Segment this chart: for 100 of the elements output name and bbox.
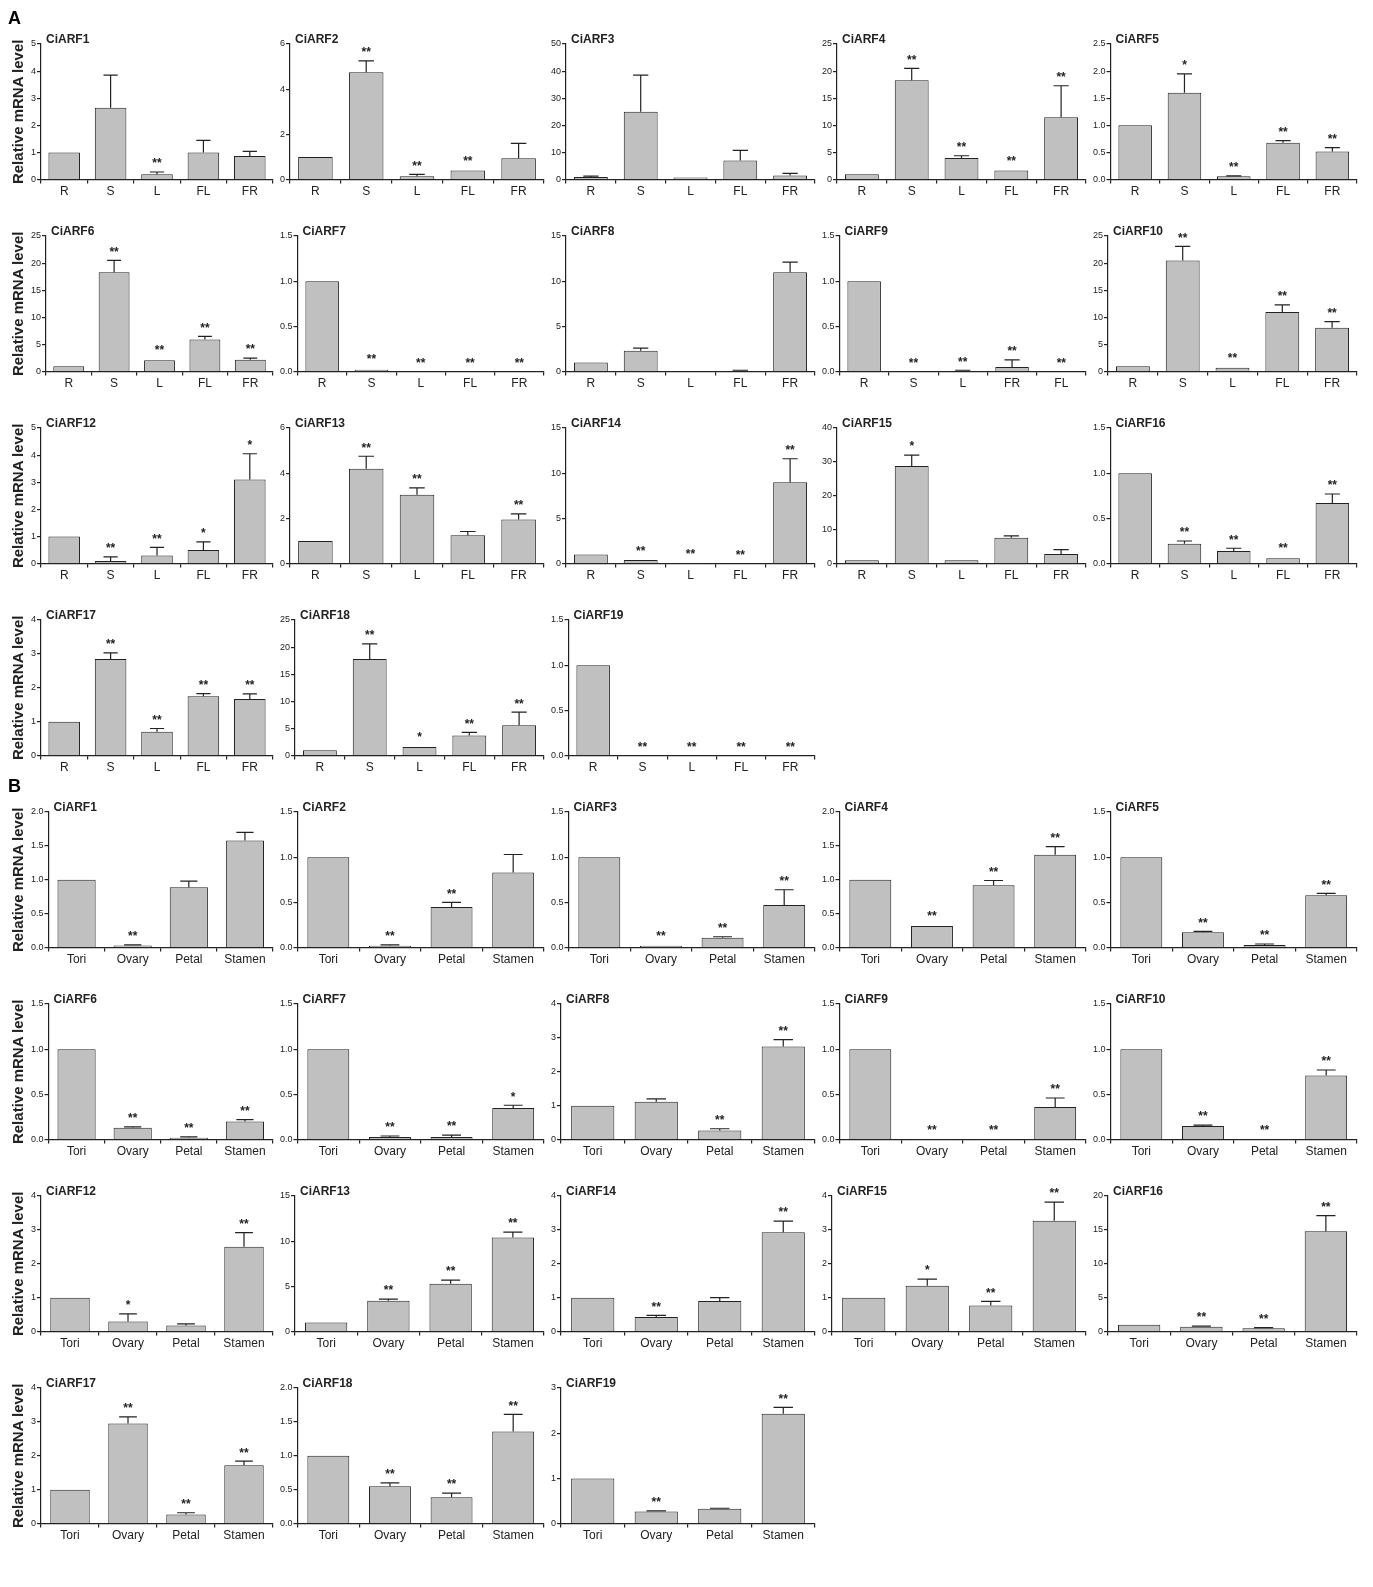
- x-tick-label: FL: [1276, 184, 1291, 199]
- x-tick-label: FR: [782, 184, 799, 199]
- annotation: **: [958, 354, 968, 369]
- annotation: **: [1198, 915, 1208, 930]
- y-tick-label: 0: [827, 558, 833, 569]
- annotation: *: [201, 526, 207, 541]
- annotation: **: [508, 1398, 519, 1413]
- x-tick-label: FR: [241, 760, 259, 775]
- x-tick-label: Petal: [1249, 1336, 1278, 1351]
- annotation: **: [154, 343, 165, 358]
- y-axis-title: Relative mRNA level: [9, 1191, 27, 1337]
- y-tick-label: 5: [1098, 338, 1104, 349]
- y-tick-label: 15: [280, 1190, 291, 1201]
- y-tick-label: 4: [30, 1190, 37, 1201]
- x-tick-label: FR: [782, 376, 799, 391]
- y-tick-label: 0.0: [280, 942, 293, 953]
- y-tick-label: 0.0: [1093, 558, 1106, 569]
- y-tick-label: 15: [31, 284, 42, 295]
- chart-title: CiARF13: [300, 1184, 351, 1199]
- annotation: **: [637, 739, 648, 754]
- x-tick-label: FL: [733, 184, 748, 199]
- y-tick-label: 1.5: [1093, 92, 1106, 103]
- x-tick-label: S: [907, 184, 916, 199]
- annotation: **: [514, 355, 525, 370]
- annotation: **: [1259, 1123, 1270, 1138]
- y-tick-label: 0: [550, 1134, 557, 1145]
- x-tick-label: Tori: [66, 1144, 87, 1159]
- x-tick-label: FR: [1053, 568, 1070, 583]
- x-tick-label: R: [586, 184, 596, 199]
- annotation: **: [200, 320, 210, 335]
- x-tick-label: FL: [1275, 376, 1290, 391]
- y-tick-label: 6: [279, 422, 286, 433]
- x-tick-label: Ovary: [640, 1336, 673, 1351]
- y-tick-label: 1.0: [1093, 1043, 1106, 1054]
- x-tick-label: R: [1128, 376, 1138, 391]
- y-tick-label: 4: [550, 998, 557, 1009]
- x-tick-label: R: [315, 760, 325, 775]
- y-tick-label: 0.0: [551, 750, 564, 761]
- y-tick-label: 1: [30, 1292, 37, 1303]
- annotation: **: [651, 1299, 662, 1314]
- y-tick-label: 1.0: [822, 275, 835, 286]
- x-tick-label: Ovary: [373, 952, 406, 967]
- annotation: **: [778, 1391, 789, 1406]
- y-tick-label: 5: [285, 1280, 291, 1291]
- x-tick-label: L: [687, 184, 695, 199]
- y-tick-label: 3: [30, 476, 37, 487]
- annotation: **: [152, 712, 162, 727]
- annotation: **: [1327, 478, 1338, 493]
- y-tick-label: 5: [556, 512, 562, 523]
- y-tick-label: 0.5: [551, 704, 564, 715]
- x-tick-label: FR: [510, 184, 527, 199]
- y-tick-label: 0.5: [280, 1484, 293, 1495]
- chart-title: CiARF2: [302, 800, 347, 815]
- x-tick-label: Tori: [1129, 1336, 1149, 1351]
- x-tick-label: Ovary: [1185, 1336, 1218, 1351]
- annotation: **: [412, 472, 422, 487]
- x-tick-label: Tori: [60, 1336, 80, 1351]
- y-tick-label: 2: [30, 1450, 37, 1461]
- annotation: **: [1259, 928, 1270, 943]
- x-tick-label: Tori: [583, 1528, 603, 1543]
- x-tick-label: Ovary: [640, 1528, 673, 1543]
- x-tick-label: Tori: [860, 1144, 880, 1159]
- y-tick-label: 1.0: [280, 1450, 293, 1461]
- text: B: [8, 776, 21, 796]
- annotation: **: [956, 140, 967, 155]
- chart-title: CiARF4: [844, 800, 889, 815]
- x-tick-label: Petal: [175, 952, 203, 967]
- y-tick-label: 0: [550, 1326, 557, 1337]
- annotation: **: [109, 244, 120, 259]
- annotation: **: [1277, 289, 1288, 304]
- y-tick-label: 0.0: [280, 1518, 293, 1529]
- x-tick-label: FR: [1324, 184, 1341, 199]
- annotation: **: [513, 498, 524, 513]
- y-axis-title: Relative mRNA level: [9, 1383, 27, 1529]
- annotation: **: [198, 677, 209, 692]
- chart-title: CiARF19: [566, 1376, 617, 1391]
- annotation: **: [123, 1401, 133, 1416]
- annotation: **: [778, 1205, 789, 1220]
- y-tick-label: 0.5: [822, 908, 835, 919]
- x-tick-label: L: [413, 184, 421, 199]
- chart-title: CiARF9: [844, 224, 889, 239]
- y-tick-label: 0: [1098, 366, 1104, 377]
- x-tick-label: Petal: [706, 1528, 734, 1543]
- x-tick-label: FL: [462, 760, 477, 775]
- y-tick-label: 1.0: [280, 275, 293, 286]
- annotation: **: [446, 1477, 457, 1492]
- x-tick-label: Ovary: [373, 1528, 406, 1543]
- x-tick-label: Stamen: [492, 1528, 534, 1543]
- x-tick-label: Tori: [589, 952, 609, 967]
- x-tick-label: Ovary: [112, 1336, 145, 1351]
- y-tick-label: 0: [30, 174, 37, 185]
- y-tick-label: 3: [550, 1382, 557, 1393]
- annotation: **: [383, 1283, 394, 1298]
- chart-title: CiARF3: [571, 32, 615, 47]
- x-tick-label: Stamen: [1305, 952, 1347, 967]
- annotation: **: [366, 352, 377, 367]
- x-tick-label: FR: [510, 568, 527, 583]
- x-tick-label: FR: [242, 376, 259, 391]
- y-tick-label: 1.5: [551, 806, 564, 817]
- y-tick-label: 10: [1093, 311, 1104, 322]
